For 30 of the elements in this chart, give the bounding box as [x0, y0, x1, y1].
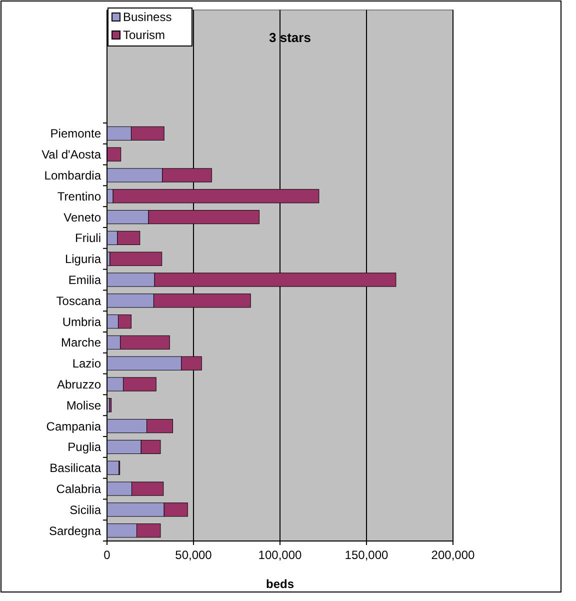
y-tick-label: Lazio	[72, 356, 102, 371]
y-tick-label: Friuli	[75, 231, 101, 246]
y-tick-label: Marche	[60, 336, 102, 350]
y-tick-label: Toscana	[56, 294, 102, 308]
y-tick-label: Piemonte	[50, 126, 102, 141]
y-tick-label: Emilia	[68, 272, 102, 287]
y-tick-label: Lombardia	[44, 168, 102, 182]
x-tick-label: 50,000	[175, 548, 212, 562]
bar	[110, 252, 162, 266]
legend-label: Tourism	[123, 28, 166, 42]
y-tick-label: Abruzzo	[56, 377, 102, 392]
y-tick-label: Molise	[66, 398, 102, 412]
y-tick-label: Liguria	[64, 252, 102, 266]
y-tick-label: Val d'Aosta	[42, 148, 102, 162]
y-tick-label: Puglia	[68, 440, 102, 454]
y-tick-label: Umbria	[62, 314, 102, 329]
x-tick-label: 0	[104, 548, 111, 562]
legend-label: Business	[123, 10, 172, 24]
x-tick-label: 100,000	[258, 548, 302, 562]
y-tick-label: Veneto	[64, 210, 102, 224]
x-axis-title: beds	[266, 577, 294, 591]
y-tick-label: Sardegna	[48, 524, 102, 538]
y-tick-label: Basilicata	[50, 461, 102, 476]
y-tick-label: Sicilia	[70, 502, 102, 517]
y-tick-label: Trentino	[57, 189, 102, 204]
y-tick-label: Campania	[46, 419, 102, 434]
x-tick-label: 200,000	[431, 548, 476, 562]
x-tick-label: 150,000	[344, 548, 389, 562]
chart-title: 3 stars	[269, 30, 311, 45]
y-tick-label: Calabria	[56, 482, 102, 496]
